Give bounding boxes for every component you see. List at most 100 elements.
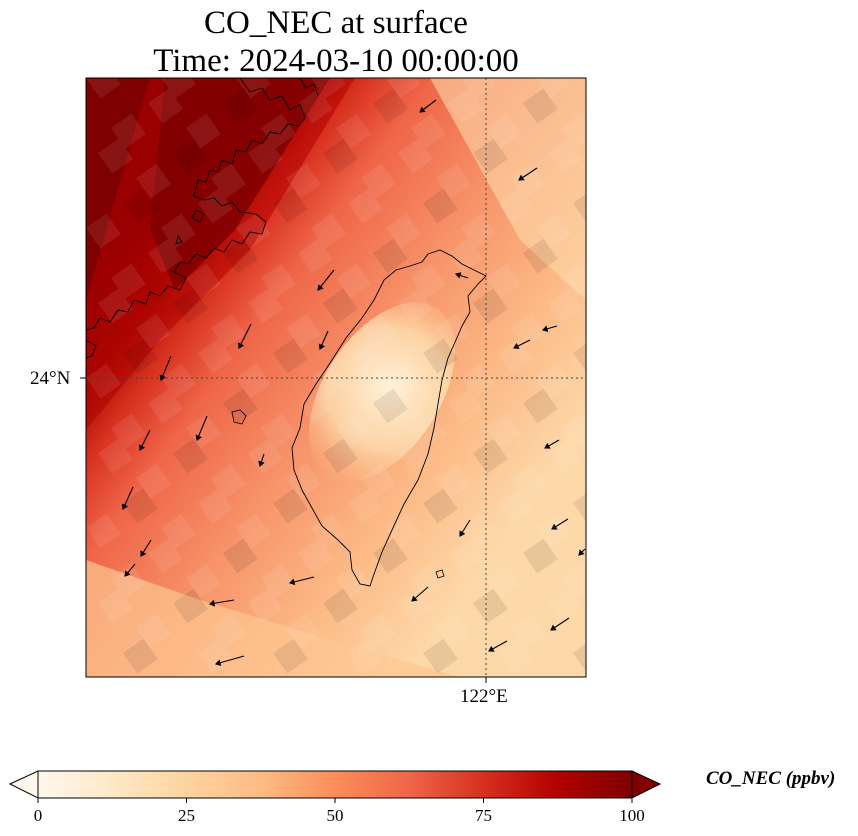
- wind-vector-head: [454, 272, 462, 279]
- colorbar-tick-0: 0: [33, 806, 43, 825]
- grid-cell: [473, 138, 508, 174]
- grid-cell: [160, 213, 196, 249]
- grid-cell: [447, 238, 483, 274]
- grid-cell: [523, 388, 558, 424]
- grid-cell: [436, 463, 471, 499]
- grid-cell: [222, 538, 258, 574]
- grid-cell: [486, 113, 521, 149]
- grid-cell: [148, 88, 183, 124]
- grid-cell: [498, 188, 533, 224]
- grid-cell: [372, 538, 408, 574]
- grid-cell: [423, 488, 458, 524]
- wind-vector: [215, 655, 245, 665]
- wind-vector-head: [238, 342, 245, 349]
- grid-cell: [348, 188, 383, 224]
- grid-cell: [510, 313, 546, 349]
- grid-cell: [360, 613, 396, 649]
- grid-cell: [298, 238, 333, 274]
- wind-vector-head: [288, 578, 296, 586]
- grid-cell: [186, 563, 221, 599]
- grid-cell: [111, 113, 146, 149]
- grid-cell: [136, 163, 171, 199]
- grid-cell: [97, 438, 133, 474]
- grid-cell: [486, 413, 521, 449]
- wind-vectors: [121, 99, 586, 666]
- grid-cell: [135, 313, 171, 349]
- grid-cell: [561, 413, 586, 449]
- grid-cell: [248, 288, 283, 324]
- grid-cell: [210, 463, 246, 499]
- wind-vector-head: [258, 460, 265, 468]
- grid-cell: [536, 78, 571, 99]
- grid-cell: [173, 588, 208, 624]
- grid-cell: [236, 363, 271, 399]
- grid-cell: [548, 288, 583, 324]
- colorbar-tick-100: 100: [619, 806, 645, 825]
- grid-cell: [411, 113, 446, 149]
- colorbar-tick-25: 25: [178, 806, 195, 825]
- grid-cell: [260, 413, 296, 449]
- grid-cell: [348, 338, 383, 374]
- grid-cell: [511, 163, 546, 199]
- grid-cell: [222, 388, 258, 424]
- grid-cell: [486, 263, 521, 299]
- grid-cell: [185, 413, 221, 449]
- wind-vector-head: [195, 434, 202, 441]
- grid-cell: [322, 438, 358, 474]
- longitude-label: 122°E: [460, 686, 508, 707]
- grid-cell: [461, 78, 496, 99]
- gridlines: [86, 78, 586, 677]
- grid-cell: [373, 238, 408, 274]
- grid-cell: [323, 138, 358, 174]
- grid-cell: [160, 363, 196, 399]
- grid-cell: [573, 188, 586, 224]
- grid-cell: [510, 613, 546, 649]
- grid-cell: [461, 363, 496, 399]
- grid-cell: [273, 188, 308, 224]
- grid-cell: [123, 188, 158, 224]
- grid-cell: [397, 588, 433, 624]
- grid-cell: [398, 138, 433, 174]
- grid-cell: [385, 213, 421, 249]
- grid-cell: [548, 438, 583, 474]
- wind-vector-head: [419, 106, 426, 113]
- wind-vector-head: [208, 599, 216, 607]
- wind-vector-head: [139, 444, 146, 451]
- wind-vector-head: [140, 550, 147, 557]
- grid-cell: [536, 213, 571, 249]
- wind-vector-head: [159, 374, 166, 381]
- grid-cell: [360, 463, 396, 499]
- grid-cell: [523, 238, 558, 274]
- grid-cell: [98, 138, 133, 174]
- grid-cell: [186, 263, 221, 299]
- island-penghu: [231, 409, 247, 425]
- grid-cell: [123, 338, 158, 374]
- grid-cell: [123, 488, 158, 524]
- grid-cell: [422, 638, 458, 674]
- grid-cell: [86, 213, 121, 249]
- wind-vector-head: [551, 523, 558, 530]
- grid-cell: [435, 613, 471, 649]
- grid-cell: [511, 463, 546, 499]
- grid-cell: [97, 588, 133, 624]
- latitude-label: 24°N: [30, 368, 71, 389]
- map-plot: [80, 77, 587, 683]
- grid-cell: [172, 288, 208, 324]
- grid-cell: [336, 263, 371, 299]
- wind-vector-head: [541, 325, 549, 332]
- grid-cell: [561, 113, 586, 149]
- grid-cell: [410, 563, 446, 599]
- grid-cell: [261, 563, 296, 599]
- wind-vector-head: [578, 549, 585, 556]
- grid-cell: [360, 163, 396, 199]
- grid-cell: [447, 538, 483, 574]
- grid-cell: [573, 338, 586, 374]
- wind-vector-head: [550, 624, 557, 631]
- grid-cell: [497, 638, 533, 674]
- grid-cell: [473, 438, 508, 474]
- grid-cell: [197, 338, 233, 374]
- co-concentration-field: [86, 78, 586, 677]
- grid-cell: [298, 88, 333, 124]
- grid-cell: [311, 363, 346, 399]
- wind-vector-head: [317, 284, 324, 291]
